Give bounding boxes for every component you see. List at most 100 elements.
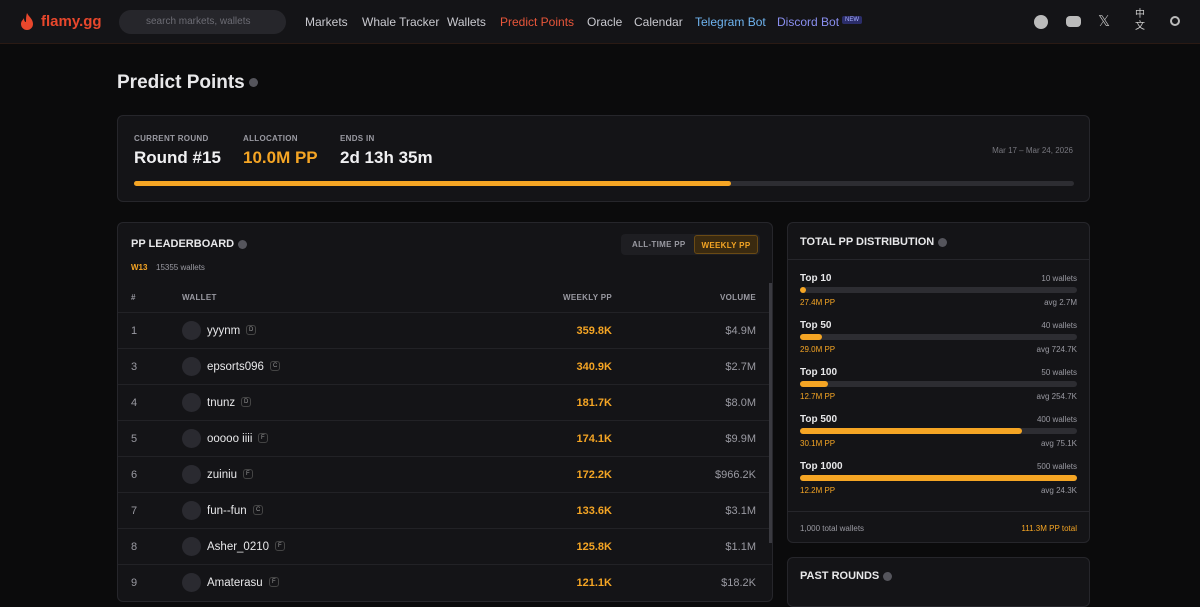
wallet-tag: D bbox=[246, 325, 257, 335]
round-progress-track bbox=[134, 181, 1074, 186]
leaderboard-row[interactable]: 7 fun--fun C 133.6K $3.1M bbox=[118, 492, 772, 528]
theme-toggle[interactable] bbox=[1170, 16, 1180, 26]
tier-label: Top 10 bbox=[800, 273, 832, 284]
tier-bar-fill bbox=[800, 381, 828, 387]
rank: 4 bbox=[131, 397, 138, 409]
leaderboard-row[interactable]: 8 Asher_0210 F 125.8K $1.1M bbox=[118, 528, 772, 564]
wallet-name: tnunz bbox=[207, 397, 236, 409]
volume: $9.9M bbox=[725, 433, 756, 445]
wallet-name: ooooo iiii bbox=[207, 433, 253, 445]
distribution-title: TOTAL PP DISTRIBUTION bbox=[800, 236, 948, 248]
wallet-name: Amaterasu bbox=[207, 577, 263, 589]
tier-pp: 12.2M PP bbox=[800, 486, 836, 495]
nav-link[interactable]: Whale Tracker bbox=[362, 15, 440, 29]
tier-bar-track bbox=[800, 428, 1077, 434]
telegram-icon[interactable] bbox=[1034, 15, 1048, 29]
weekly-pp: 125.8K bbox=[576, 541, 612, 553]
tier-avg: avg 2.7M bbox=[1044, 298, 1077, 307]
tab-weekly[interactable]: WEEKLY PP bbox=[694, 235, 758, 254]
tier-bar-track bbox=[800, 334, 1077, 340]
navbar: flamy.gg search markets, wallets Markets… bbox=[0, 0, 1200, 44]
leaderboard-title-text: PP LEADERBOARD bbox=[131, 238, 235, 250]
column-header: WALLET bbox=[182, 293, 217, 302]
leaderboard-card: PP LEADERBOARD W13 15355 wallets ALL-TIM… bbox=[117, 222, 773, 602]
nav-link[interactable]: Calendar bbox=[634, 15, 683, 29]
avatar bbox=[182, 429, 201, 448]
wallet-name: epsorts096 bbox=[207, 361, 264, 373]
tier-pp: 29.0M PP bbox=[800, 345, 836, 354]
nav-link[interactable]: Predict Points bbox=[500, 15, 575, 29]
weekly-pp: 359.8K bbox=[576, 325, 612, 337]
discord-icon[interactable] bbox=[1066, 16, 1081, 27]
tier-wallets: 500 wallets bbox=[1036, 462, 1077, 471]
tier-label: Top 100 bbox=[800, 367, 838, 378]
nav-link[interactable]: Markets bbox=[305, 15, 348, 29]
tier-bar-fill bbox=[800, 475, 1077, 481]
volume: $2.7M bbox=[725, 361, 756, 373]
leaderboard-row[interactable]: 4 tnunz D 181.7K $8.0M bbox=[118, 384, 772, 420]
round-label: CURRENT ROUND bbox=[134, 134, 209, 143]
tier-bar-fill bbox=[800, 287, 806, 293]
nav-link[interactable]: Discord Bot bbox=[777, 15, 840, 29]
page-title: Predict Points bbox=[117, 72, 258, 94]
logo[interactable]: flamy.gg bbox=[41, 13, 102, 30]
leaderboard-row[interactable]: 3 epsorts096 C 340.9K $2.7M bbox=[118, 348, 772, 384]
title-text: Predict Points bbox=[117, 72, 245, 93]
volume: $4.9M bbox=[725, 325, 756, 337]
tier-pp: 12.7M PP bbox=[800, 392, 836, 401]
tier-avg: avg 24.3K bbox=[1040, 486, 1077, 495]
tier-bar-fill bbox=[800, 428, 1022, 434]
round-label: ALLOCATION bbox=[243, 134, 298, 143]
total-wallets: 1,000 total wallets bbox=[800, 524, 865, 533]
avatar bbox=[182, 501, 201, 520]
column-header: VOLUME bbox=[719, 293, 756, 302]
weekly-pp: 174.1K bbox=[576, 433, 612, 445]
past-rounds-card: PAST ROUNDS bbox=[787, 557, 1090, 607]
round-label: ENDS IN bbox=[340, 134, 375, 143]
wallet-tag: F bbox=[275, 541, 285, 551]
nav-link[interactable]: Wallets bbox=[447, 15, 486, 29]
x-icon[interactable]: 𝕏 bbox=[1098, 13, 1111, 30]
tier-pp: 27.4M PP bbox=[800, 298, 836, 307]
tab-all-time[interactable]: ALL-TIME PP bbox=[632, 240, 686, 249]
volume: $1.1M bbox=[725, 541, 756, 553]
leaderboard-row[interactable]: 1 yyynm D 359.8K $4.9M bbox=[118, 312, 772, 348]
tier-avg: avg 75.1K bbox=[1040, 439, 1077, 448]
tab-group: ALL-TIME PP WEEKLY PP bbox=[621, 234, 760, 255]
wallet-tag: F bbox=[269, 577, 279, 587]
tier-avg: avg 254.7K bbox=[1036, 392, 1077, 401]
leaderboard-row[interactable]: 6 zuiniu F 172.2K $966.2K bbox=[118, 456, 772, 492]
leaderboard-row[interactable]: 5 ooooo iiii F 174.1K $9.9M bbox=[118, 420, 772, 456]
tier-bar-track bbox=[800, 287, 1077, 293]
tier-wallets: 400 wallets bbox=[1036, 415, 1077, 424]
avatar bbox=[182, 393, 201, 412]
round-value: 2d 13h 35m bbox=[340, 148, 433, 167]
past-rounds-title-text: PAST ROUNDS bbox=[800, 570, 880, 582]
leaderboard-title: PP LEADERBOARD bbox=[131, 238, 248, 250]
weekly-pp: 340.9K bbox=[576, 361, 612, 373]
rank: 9 bbox=[131, 577, 138, 589]
search-box[interactable]: search markets, wallets bbox=[119, 10, 286, 34]
volume: $3.1M bbox=[725, 505, 756, 517]
nav-link[interactable]: Telegram Bot bbox=[695, 15, 766, 29]
leaderboard-row[interactable]: 9 Amaterasu F 121.1K $18.2K bbox=[118, 564, 772, 600]
avatar bbox=[182, 573, 201, 592]
rank: 7 bbox=[131, 505, 138, 517]
wallet-tag: C bbox=[270, 361, 281, 371]
search-placeholder: search markets, wallets bbox=[146, 16, 251, 27]
nav-link[interactable]: Oracle bbox=[587, 15, 623, 29]
column-header: # bbox=[131, 293, 136, 302]
tier-wallets: 40 wallets bbox=[1041, 321, 1077, 330]
language-toggle[interactable]: 中文 bbox=[1135, 9, 1145, 32]
rank: 3 bbox=[131, 361, 138, 373]
wallet-name: yyynm bbox=[207, 325, 241, 337]
distribution-card: TOTAL PP DISTRIBUTION Top 10 10 wallets 27… bbox=[787, 222, 1090, 543]
weekly-pp: 133.6K bbox=[576, 505, 612, 517]
tier-bar-track bbox=[800, 381, 1077, 387]
weekly-pp: 172.2K bbox=[576, 469, 612, 481]
avatar bbox=[182, 357, 201, 376]
volume: $8.0M bbox=[725, 397, 756, 409]
wallet-name: Asher_0210 bbox=[207, 541, 270, 553]
wallet-tag: D bbox=[241, 397, 252, 407]
